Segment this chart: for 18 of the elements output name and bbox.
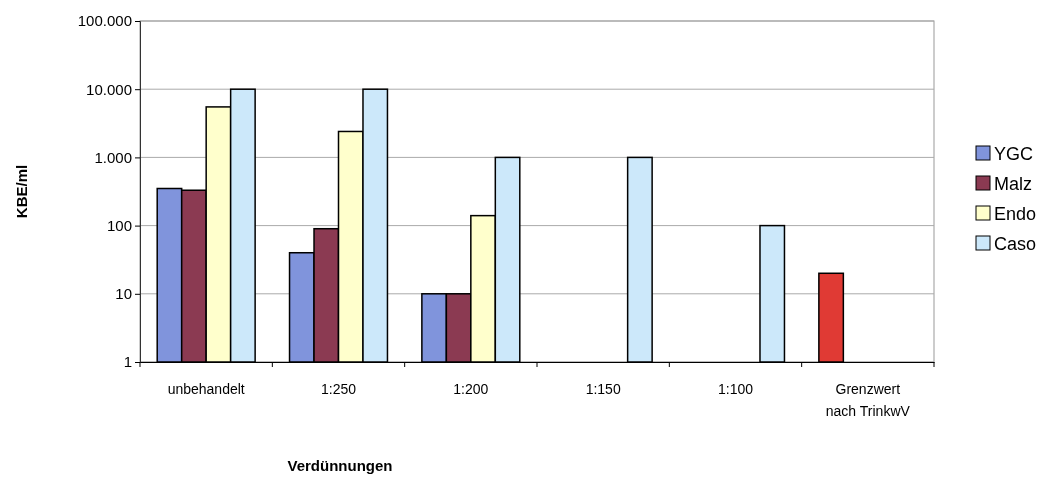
y-tick-label: 10 bbox=[115, 285, 132, 303]
x-tick-label: unbehandelt bbox=[167, 381, 245, 397]
legend-label: Caso bbox=[994, 234, 1037, 254]
x-tick-label: 1:200 bbox=[453, 381, 489, 397]
x-tick-label: 1:100 bbox=[717, 381, 754, 397]
y-tick-label: 1.000 bbox=[94, 148, 132, 166]
y-tick-label: 10.000 bbox=[86, 80, 132, 98]
y-tick-label: 100 bbox=[106, 216, 132, 234]
legend-label: Endo bbox=[994, 204, 1037, 224]
x-tick-label: Grenzwert nach TrinkwV bbox=[825, 381, 911, 419]
x-tick-label: 1:250 bbox=[320, 381, 357, 397]
y-tick-label: 1 bbox=[123, 353, 132, 371]
y-axis-title: KBE/ml bbox=[13, 164, 30, 219]
x-tick-label: 1:150 bbox=[585, 381, 621, 397]
x-axis-title: Verdünnungen bbox=[287, 457, 393, 474]
legend-label: Malz bbox=[994, 174, 1033, 194]
y-tick-label: 100.000 bbox=[77, 12, 132, 30]
legend-label: YGC bbox=[994, 144, 1034, 164]
